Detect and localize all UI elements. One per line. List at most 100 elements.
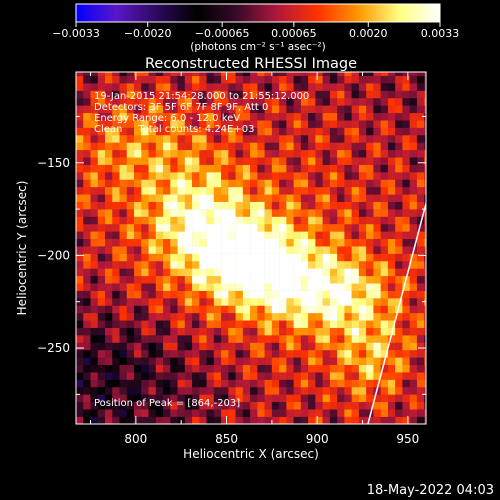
heatmap-cell bbox=[424, 394, 426, 403]
heatmap-cell bbox=[213, 209, 222, 217]
heatmap-cell bbox=[112, 90, 120, 99]
heatmap-cell bbox=[351, 209, 360, 217]
heatmap-cell bbox=[155, 327, 164, 336]
heatmap-cell bbox=[300, 216, 309, 225]
heatmap-cell bbox=[119, 409, 128, 417]
heatmap-cell bbox=[155, 357, 164, 366]
heatmap-cell bbox=[213, 409, 222, 417]
heatmap-cell bbox=[90, 134, 99, 143]
peak-position-label: Position of Peak = [864,-203] bbox=[94, 398, 240, 409]
heatmap-cell bbox=[286, 394, 294, 403]
heatmap-cell bbox=[315, 134, 323, 143]
heatmap-cell bbox=[387, 305, 396, 314]
heatmap-cell bbox=[308, 305, 316, 314]
heatmap-cell bbox=[112, 231, 120, 240]
heatmap-cell bbox=[366, 253, 374, 262]
heatmap-cell bbox=[148, 120, 157, 128]
heatmap-cell bbox=[271, 260, 280, 269]
heatmap-cell bbox=[300, 209, 309, 217]
heatmap-cell bbox=[105, 327, 113, 336]
heatmap-cell bbox=[235, 127, 244, 136]
heatmap-cell bbox=[373, 394, 381, 403]
heatmap-cell bbox=[242, 416, 251, 424]
heatmap-cell bbox=[126, 164, 135, 173]
heatmap-cell bbox=[242, 75, 251, 84]
heatmap-cell bbox=[387, 149, 396, 158]
heatmap-cell bbox=[351, 394, 360, 403]
heatmap-cell bbox=[329, 223, 338, 232]
heatmap-cell bbox=[213, 394, 222, 403]
heatmap-cell bbox=[409, 364, 418, 373]
heatmap-cell bbox=[213, 283, 222, 291]
heatmap-cell bbox=[416, 164, 425, 173]
heatmap-cell bbox=[199, 194, 207, 202]
heatmap-cell bbox=[402, 97, 410, 106]
heatmap-cell bbox=[90, 223, 99, 232]
heatmap-cell bbox=[119, 172, 128, 180]
heatmap-cell bbox=[387, 312, 396, 321]
heatmap-cell bbox=[395, 157, 403, 165]
heatmap-cell bbox=[112, 72, 120, 76]
heatmap-cell bbox=[155, 201, 164, 210]
heatmap-cell bbox=[155, 409, 164, 417]
heatmap-cell bbox=[387, 268, 396, 277]
heatmap-cell bbox=[126, 312, 135, 321]
heatmap-cell bbox=[329, 298, 338, 306]
heatmap-cell bbox=[221, 238, 229, 247]
heatmap-cell bbox=[163, 172, 171, 180]
heatmap-cell bbox=[184, 238, 193, 247]
heatmap-cell bbox=[322, 290, 331, 299]
colorbar-tick-label: 0.0020 bbox=[349, 27, 388, 40]
heatmap-cell bbox=[126, 416, 135, 424]
heatmap-cell bbox=[424, 164, 426, 173]
heatmap-cell bbox=[257, 409, 265, 417]
heatmap-cell bbox=[221, 357, 229, 366]
heatmap-cell bbox=[90, 142, 99, 151]
heatmap-cell bbox=[221, 394, 229, 403]
heatmap-cell bbox=[126, 75, 135, 84]
heatmap-cell bbox=[213, 268, 222, 277]
heatmap-cell bbox=[409, 223, 418, 232]
heatmap-cell bbox=[105, 379, 113, 388]
heatmap-cell bbox=[126, 157, 135, 165]
heatmap-cell bbox=[279, 386, 287, 395]
heatmap-cell bbox=[329, 290, 338, 299]
heatmap-cell bbox=[235, 238, 244, 247]
heatmap-cell bbox=[184, 275, 193, 284]
heatmap-cell bbox=[264, 157, 273, 165]
heatmap-cell bbox=[97, 194, 106, 202]
heatmap-cell bbox=[293, 112, 302, 121]
heatmap-cell bbox=[329, 134, 338, 143]
heatmap-cell bbox=[170, 416, 178, 424]
heatmap-cell bbox=[293, 231, 302, 240]
heatmap-cell bbox=[83, 238, 91, 247]
heatmap-cell bbox=[148, 283, 157, 291]
heatmap-cell bbox=[112, 120, 120, 128]
heatmap-cell bbox=[373, 298, 381, 306]
heatmap-cell bbox=[250, 401, 258, 410]
heatmap-cell bbox=[163, 120, 171, 128]
heatmap-cell bbox=[264, 260, 273, 269]
heatmap-cell bbox=[380, 268, 389, 277]
heatmap-cell bbox=[257, 201, 265, 210]
heatmap-cell bbox=[97, 253, 106, 262]
heatmap-cell bbox=[402, 216, 410, 225]
heatmap-cell bbox=[329, 127, 338, 136]
heatmap-cell bbox=[315, 120, 323, 128]
heatmap-cell bbox=[155, 75, 164, 84]
heatmap-cell bbox=[279, 357, 287, 366]
heatmap-cell bbox=[337, 312, 345, 321]
heatmap-cell bbox=[206, 342, 215, 351]
heatmap-cell bbox=[76, 320, 84, 328]
heatmap-cell bbox=[192, 97, 200, 106]
heatmap-cell bbox=[395, 283, 403, 291]
heatmap-cell bbox=[76, 357, 84, 366]
heatmap-cell bbox=[344, 416, 352, 424]
heatmap-cell bbox=[155, 97, 164, 106]
heatmap-cell bbox=[373, 401, 381, 410]
heatmap-cell bbox=[148, 223, 157, 232]
heatmap-cell bbox=[344, 349, 352, 358]
heatmap-cell bbox=[184, 72, 193, 76]
heatmap-cell bbox=[163, 401, 171, 410]
heatmap-cell bbox=[358, 312, 367, 321]
